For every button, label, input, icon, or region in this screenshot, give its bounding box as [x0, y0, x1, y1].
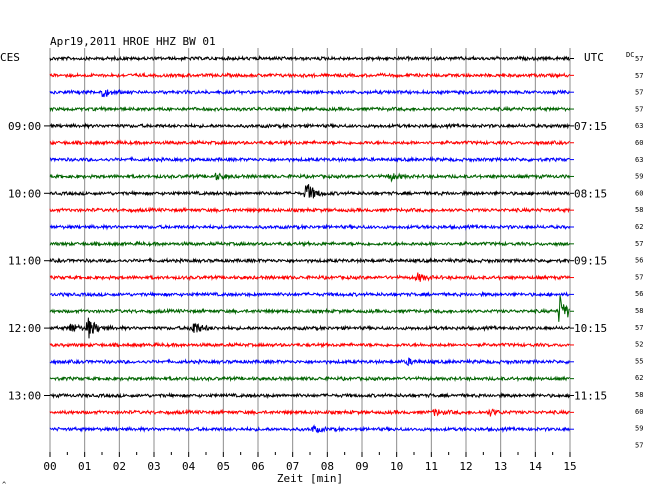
x-tick-label: 06 — [251, 460, 264, 473]
dc-value: 59 — [635, 425, 643, 433]
trace-16 — [49, 317, 571, 339]
trace-0 — [49, 54, 571, 63]
trace-17 — [49, 341, 570, 349]
trace-4 — [49, 122, 571, 130]
right-timezone-label: UTC — [584, 51, 604, 64]
dc-value: 63 — [635, 156, 643, 164]
dc-value: 57 — [635, 55, 643, 63]
trace-12 — [49, 257, 570, 265]
trace-3 — [49, 105, 571, 113]
dc-value: 59 — [635, 173, 643, 181]
x-axis-label: Zeit [min] — [277, 472, 343, 485]
x-tick-label: 03 — [147, 460, 160, 473]
dc-value: 56 — [635, 290, 643, 298]
dc-value: 60 — [635, 189, 643, 197]
dc-column-header: DC — [626, 51, 634, 59]
dc-value: 58 — [635, 391, 643, 399]
dc-value: 57 — [635, 273, 643, 281]
x-tick-label: 13 — [494, 460, 507, 473]
trace-10 — [49, 223, 571, 231]
dc-value: 57 — [635, 89, 643, 97]
dc-value: 62 — [635, 374, 643, 382]
dc-value: 57 — [635, 441, 643, 449]
dc-value: 57 — [635, 105, 643, 113]
x-tick-label: 01 — [78, 460, 91, 473]
right-time-label: 08:15 — [574, 187, 607, 200]
trace-lines — [49, 54, 574, 434]
trace-18 — [49, 357, 571, 367]
trace-2 — [49, 88, 571, 98]
x-tick-label: 15 — [563, 460, 576, 473]
dc-value: 57 — [635, 72, 643, 80]
trace-22 — [49, 424, 571, 434]
trace-8 — [49, 184, 570, 199]
dc-value: 62 — [635, 223, 643, 231]
trace-5 — [49, 139, 570, 147]
trace-6 — [49, 155, 570, 164]
x-tick-label: 05 — [217, 460, 230, 473]
left-timezone-label: CES — [0, 51, 20, 64]
x-tick-label: 11 — [425, 460, 438, 473]
trace-13 — [49, 272, 571, 282]
dc-value: 56 — [635, 257, 643, 265]
x-tick-label: 00 — [43, 460, 56, 473]
dc-value: 60 — [635, 139, 643, 147]
right-time-label: 10:15 — [574, 322, 607, 335]
x-tick-label: 09 — [355, 460, 368, 473]
left-hour-label: 10:00 — [8, 187, 41, 200]
trace-15 — [49, 295, 570, 322]
corner-mark: ^ — [2, 481, 6, 489]
trace-19 — [49, 375, 570, 383]
x-tick-label: 10 — [390, 460, 403, 473]
dc-value: 58 — [635, 206, 643, 214]
vertical-gridlines — [49, 48, 571, 452]
dc-value: 52 — [635, 341, 643, 349]
x-tick-label: 14 — [529, 460, 543, 473]
x-tick-label: 08 — [321, 460, 334, 473]
dc-value: 60 — [635, 408, 643, 416]
trace-11 — [49, 240, 571, 248]
trace-14 — [49, 290, 571, 298]
chart-title: Apr19,2011 HROE HHZ BW 01 — [50, 35, 216, 48]
dc-value: 57 — [635, 240, 643, 248]
axis-labels: 00 01 02 03 04 05 06 07 08 09 10 11 12 13 14 15 09:00 10:… — [8, 55, 643, 473]
left-hour-label: 13:00 — [8, 390, 41, 403]
x-tick-label: 04 — [182, 460, 196, 473]
dc-value: 55 — [635, 357, 643, 365]
trace-9 — [49, 206, 571, 214]
trace-7 — [49, 172, 571, 183]
right-time-label: 11:15 — [574, 390, 607, 403]
dc-value: 58 — [635, 307, 643, 315]
trace-1 — [49, 71, 571, 79]
trace-21 — [49, 408, 571, 417]
left-hour-label: 09:00 — [8, 120, 41, 133]
left-hour-label: 12:00 — [8, 322, 41, 335]
x-tick-label: 12 — [459, 460, 472, 473]
left-hour-label: 11:00 — [8, 255, 41, 268]
right-time-label: 09:15 — [574, 255, 607, 268]
dc-value: 63 — [635, 122, 643, 130]
trace-20 — [49, 391, 571, 400]
dc-value: 57 — [635, 324, 643, 332]
right-time-label: 07:15 — [574, 120, 607, 133]
x-tick-label: 02 — [113, 460, 126, 473]
x-tick-label: 07 — [286, 460, 299, 473]
